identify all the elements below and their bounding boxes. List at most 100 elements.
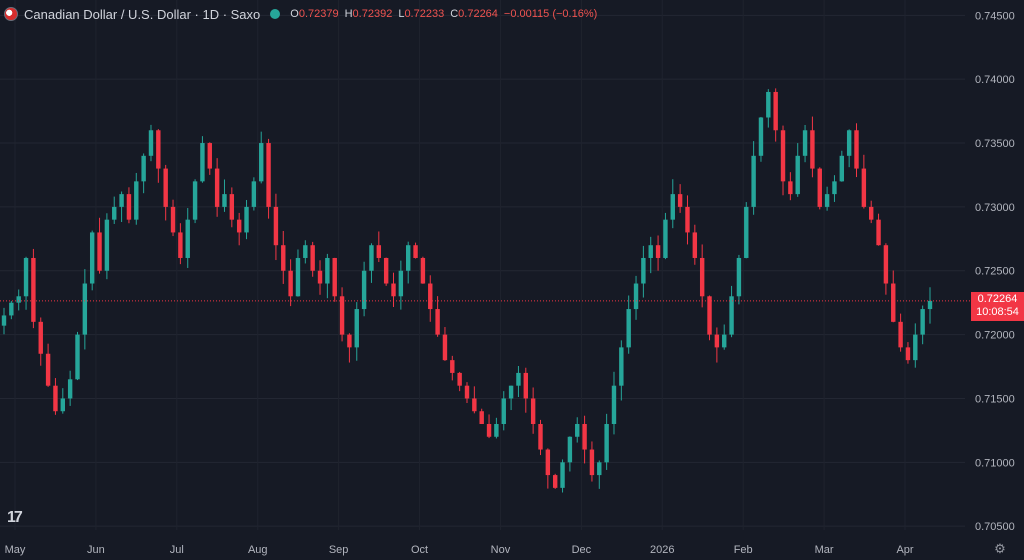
- x-tick-label: Apr: [896, 544, 913, 556]
- candle-body: [538, 424, 543, 450]
- y-tick-label: 0.71000: [975, 457, 1015, 469]
- candle-body: [259, 143, 264, 182]
- candle-body: [913, 334, 918, 361]
- candle-body: [677, 194, 683, 207]
- y-tick-label: 0.72000: [975, 330, 1015, 342]
- candle-body: [832, 181, 837, 195]
- candle-body: [303, 245, 308, 258]
- candle-body: [376, 245, 382, 258]
- candle-body: [82, 283, 88, 335]
- y-tick-label: 0.74500: [975, 10, 1015, 22]
- low-label: L: [398, 8, 405, 20]
- last-price-value: 0.72264: [977, 293, 1018, 306]
- close-label: C: [450, 8, 459, 20]
- candle-body: [178, 232, 183, 258]
- candle-body: [317, 270, 323, 284]
- candle-body: [692, 232, 698, 258]
- open-label: O: [290, 8, 299, 20]
- candle-body: [597, 462, 602, 476]
- candle-body: [339, 296, 345, 335]
- candle-body: [523, 372, 528, 399]
- low-value: 0.72233: [404, 8, 445, 20]
- candle-body: [898, 321, 903, 348]
- candle-body: [222, 194, 227, 207]
- candle-body: [648, 245, 653, 258]
- candle-body: [38, 321, 43, 354]
- candle-body: [126, 194, 132, 220]
- candle-body: [391, 283, 396, 297]
- candle-body: [905, 347, 911, 361]
- candle-body: [486, 424, 492, 437]
- candle-body: [883, 245, 889, 284]
- candle-body: [839, 155, 845, 182]
- candle-body: [97, 232, 102, 271]
- candle-body: [89, 232, 95, 284]
- candle-body: [288, 270, 293, 297]
- candle-body: [23, 257, 29, 297]
- candle-body: [508, 385, 514, 399]
- candle-body: [773, 91, 778, 131]
- candle-body: [310, 245, 315, 271]
- gear-icon[interactable]: ⚙: [994, 541, 1006, 556]
- candle-body: [861, 168, 867, 207]
- symbol-title[interactable]: Canadian Dollar / U.S. Dollar · 1D · Sax…: [24, 6, 261, 22]
- y-tick-label: 0.72500: [975, 266, 1015, 278]
- candle-body: [347, 334, 352, 348]
- candle-body: [641, 257, 646, 284]
- candle-body: [567, 436, 573, 463]
- candle-body: [170, 206, 176, 233]
- candle-body: [758, 117, 764, 156]
- candle-body: [582, 424, 587, 450]
- candle-body: [119, 194, 124, 207]
- high-value: 0.72392: [352, 8, 393, 20]
- candle-body: [229, 194, 235, 220]
- candle-body: [736, 257, 742, 297]
- candle-body: [9, 302, 14, 316]
- candle-body: [795, 155, 800, 195]
- x-tick-label: Sep: [329, 544, 349, 556]
- candle-body: [530, 398, 536, 424]
- candle-body: [361, 270, 367, 310]
- candle-body: [766, 91, 771, 118]
- y-tick-label: 0.71500: [975, 393, 1015, 405]
- candle-body: [156, 130, 161, 169]
- candle-body: [325, 257, 330, 284]
- candle-body: [60, 398, 65, 412]
- y-tick-label: 0.74000: [975, 74, 1015, 86]
- candle-body: [699, 257, 705, 297]
- candle-body: [575, 424, 580, 437]
- y-tick-label: 0.73500: [975, 138, 1015, 150]
- candle-body: [545, 449, 551, 476]
- candle-body: [273, 206, 279, 246]
- candle-body: [185, 219, 190, 258]
- x-tick-label: Oct: [411, 544, 428, 556]
- candle-body: [464, 385, 470, 399]
- candle-body: [516, 372, 521, 386]
- candle-body: [398, 270, 404, 297]
- change-value: −0.00115 (−0.16%): [503, 8, 598, 20]
- candle-body: [479, 411, 484, 424]
- x-tick-label: May: [5, 544, 26, 556]
- candle-body: [406, 245, 411, 271]
- candle-body: [707, 296, 712, 335]
- candle-body: [714, 334, 720, 348]
- x-tick-label: Jun: [87, 544, 105, 556]
- candle-body: [824, 194, 830, 207]
- candle-body: [876, 219, 881, 246]
- x-tick-label: Aug: [248, 544, 268, 556]
- candle-body: [141, 155, 146, 182]
- candle-body: [854, 130, 859, 169]
- candle-body: [163, 168, 168, 207]
- x-tick-label: Jul: [170, 544, 184, 556]
- tradingview-logo-icon[interactable]: 17: [7, 509, 23, 526]
- candle-body: [207, 143, 212, 169]
- candle-body: [266, 143, 271, 207]
- candle-body: [53, 385, 58, 412]
- high-label: H: [344, 8, 353, 20]
- candle-body: [501, 398, 506, 424]
- candle-body: [869, 206, 874, 220]
- candle-body: [354, 309, 359, 348]
- candle-body: [420, 257, 426, 284]
- candle-body: [1, 315, 7, 326]
